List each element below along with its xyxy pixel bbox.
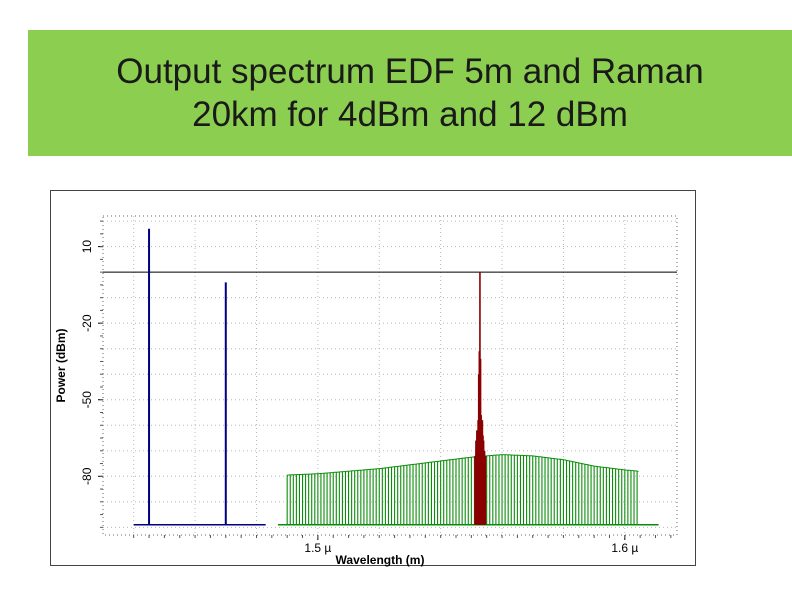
y-axis-title: Power (dBm)	[54, 328, 68, 402]
x-axis-title: Wavelength (m)	[336, 553, 425, 567]
peak-body	[475, 272, 486, 525]
x-tick-label: 1.5 µ	[304, 541, 331, 555]
spectrum-chart: 10 -20 -50 -80 1.5 µ 1.6 µ Wavelength (m) Powe…	[54, 215, 678, 567]
y-tick-label: 10	[80, 240, 94, 254]
x-tick-label: 1.6 µ	[611, 541, 638, 555]
title-banner: Output spectrum EDF 5m and Raman 20km fo…	[28, 30, 792, 156]
slide-title-line-2: 20km for 4dBm and 12 dBm	[192, 95, 628, 134]
slide-title-line-1: Output spectrum EDF 5m and Raman	[116, 52, 704, 91]
wdm-envelope	[287, 454, 639, 476]
chart-frame: 10 -20 -50 -80 1.5 µ 1.6 µ Wavelength (m) Powe…	[50, 190, 696, 567]
y-tick-label: -50	[80, 391, 94, 409]
y-tick-label: -80	[80, 467, 94, 485]
y-tick-label: -20	[80, 314, 94, 332]
